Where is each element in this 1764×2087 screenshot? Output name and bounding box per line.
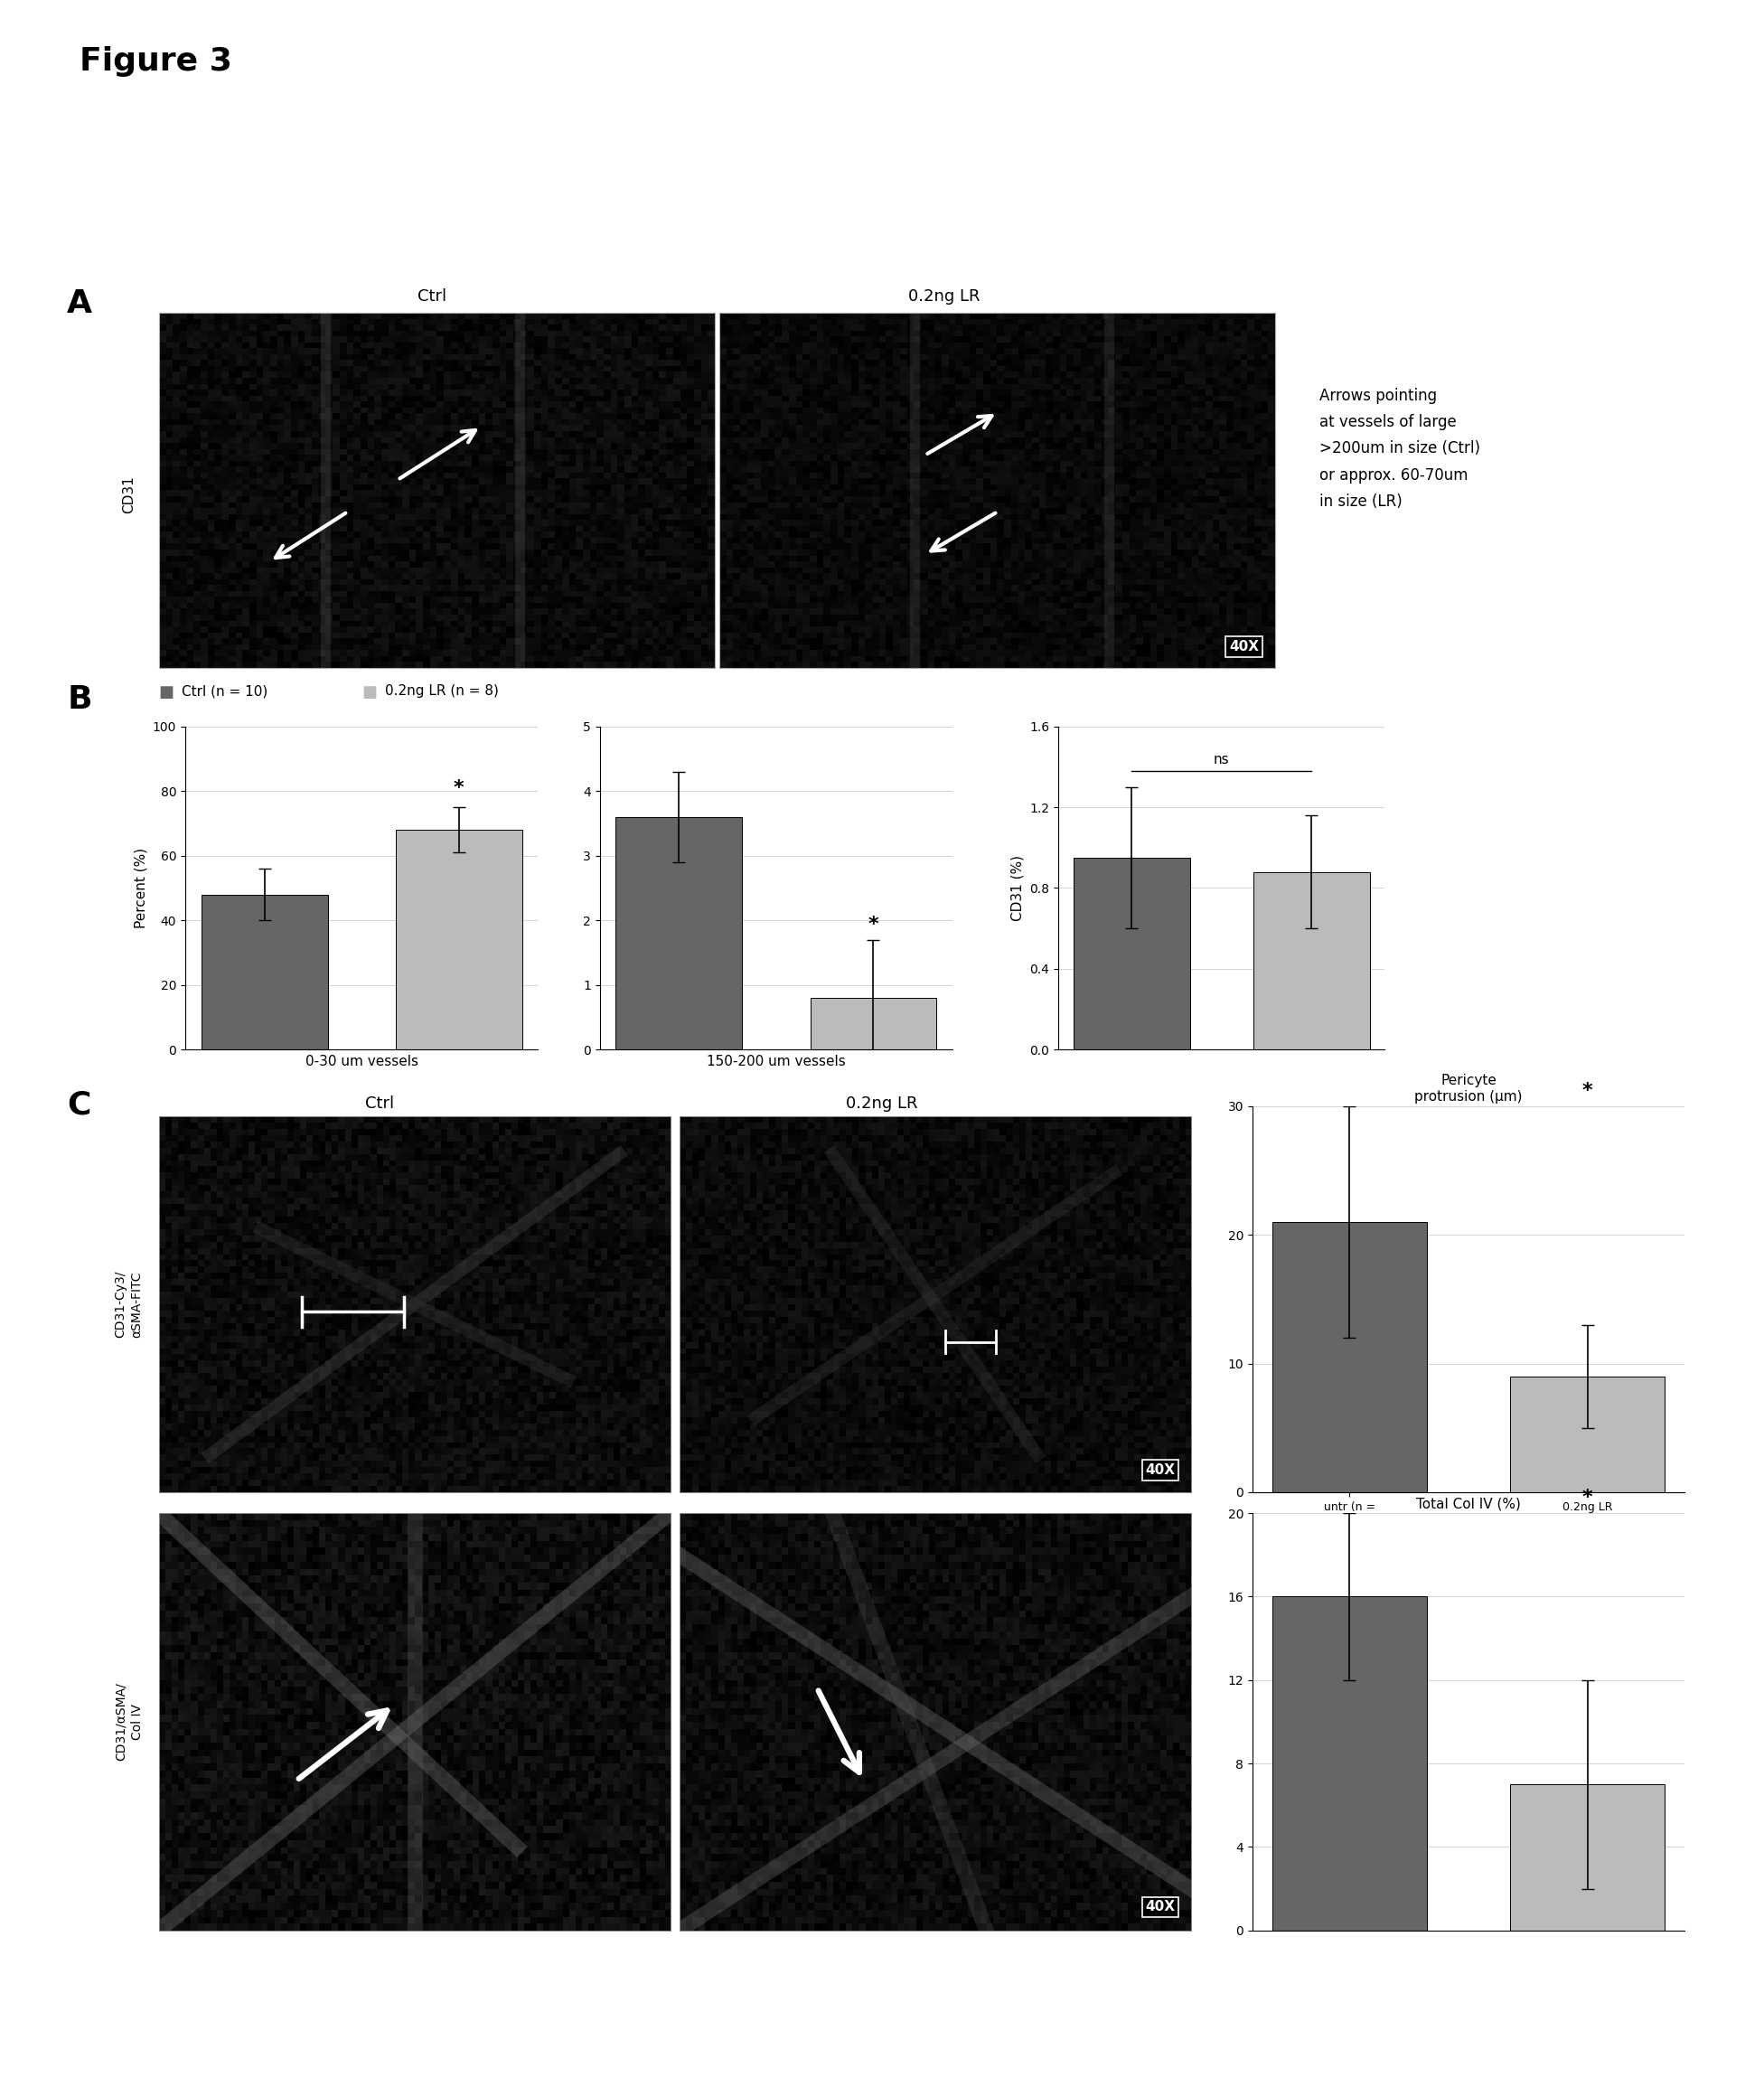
Bar: [201, 895, 328, 1050]
Text: ns: ns: [1214, 753, 1230, 766]
Text: *: *: [1582, 1488, 1593, 1507]
Title: Pericyte
protrusion (μm): Pericyte protrusion (μm): [1415, 1073, 1522, 1104]
Bar: [810, 998, 937, 1050]
Text: 40X: 40X: [1230, 641, 1259, 653]
Bar: [1510, 1784, 1665, 1930]
Bar: [1272, 1597, 1427, 1930]
Text: CD31-Cy3/
αSMA-FITC: CD31-Cy3/ αSMA-FITC: [115, 1271, 143, 1338]
Text: 0.2ng LR: 0.2ng LR: [847, 1096, 917, 1112]
Text: CD31/αSMA/
Col IV: CD31/αSMA/ Col IV: [115, 1682, 143, 1761]
Text: C: C: [67, 1089, 92, 1121]
Text: Arrows pointing
at vessels of large
>200um in size (Ctrl)
or approx. 60-70um
in : Arrows pointing at vessels of large >200…: [1319, 388, 1480, 509]
Text: A: A: [67, 288, 92, 319]
Bar: [1252, 872, 1371, 1050]
Y-axis label: CD31 (%): CD31 (%): [1011, 856, 1025, 920]
Title: Total Col IV (%): Total Col IV (%): [1416, 1496, 1521, 1511]
Text: ■: ■: [159, 685, 175, 701]
Text: Ctrl: Ctrl: [365, 1096, 393, 1112]
X-axis label: 150-200 um vessels: 150-200 um vessels: [707, 1054, 845, 1069]
Text: ■: ■: [362, 685, 377, 701]
Text: 0.2ng LR (n = 8): 0.2ng LR (n = 8): [385, 685, 497, 697]
Y-axis label: Percent (%): Percent (%): [134, 847, 148, 929]
Text: 40X: 40X: [1145, 1901, 1175, 1914]
Bar: [1073, 858, 1191, 1050]
Text: Ctrl: Ctrl: [418, 288, 446, 305]
Text: 40X: 40X: [1145, 1463, 1175, 1478]
Text: *: *: [1582, 1081, 1593, 1100]
Bar: [616, 816, 743, 1050]
Bar: [1272, 1223, 1427, 1492]
Text: Figure 3: Figure 3: [79, 46, 233, 77]
Bar: [395, 831, 522, 1050]
Text: *: *: [453, 778, 464, 797]
Text: CD31: CD31: [122, 476, 136, 513]
Text: *: *: [868, 916, 878, 933]
Text: Ctrl (n = 10): Ctrl (n = 10): [182, 685, 268, 697]
X-axis label: 0-30 um vessels: 0-30 um vessels: [305, 1054, 418, 1069]
Bar: [1510, 1377, 1665, 1492]
Text: B: B: [67, 685, 92, 716]
Text: 0.2ng LR: 0.2ng LR: [908, 288, 979, 305]
